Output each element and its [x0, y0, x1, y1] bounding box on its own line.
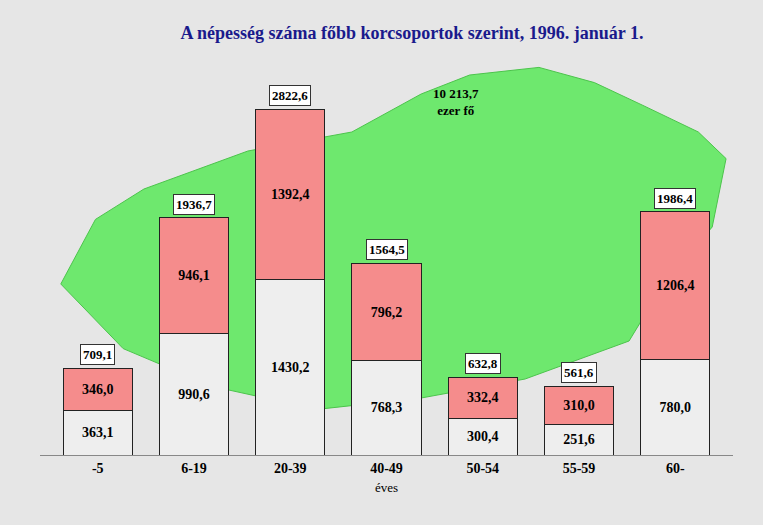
svg-text:946,1: 946,1: [178, 268, 210, 283]
svg-text:A népesség száma főbb korcsopo: A népesség száma főbb korcsoportok szeri…: [181, 23, 644, 43]
svg-text:2822,6: 2822,6: [272, 88, 308, 103]
svg-text:332,4: 332,4: [467, 390, 499, 405]
svg-text:1206,4: 1206,4: [656, 278, 695, 293]
svg-text:709,1: 709,1: [83, 347, 112, 362]
svg-text:-5: -5: [92, 461, 104, 476]
svg-text:1986,4: 1986,4: [657, 191, 693, 206]
svg-text:10 213,7ezer fő: 10 213,7ezer fő: [433, 86, 479, 118]
svg-text:60-: 60-: [666, 461, 685, 476]
svg-text:363,1: 363,1: [82, 425, 114, 440]
svg-text:251,6: 251,6: [563, 432, 595, 447]
svg-text:300,4: 300,4: [467, 429, 499, 444]
svg-text:990,6: 990,6: [178, 387, 210, 402]
svg-text:768,3: 768,3: [371, 400, 403, 415]
svg-text:796,2: 796,2: [371, 305, 403, 320]
svg-text:6-19: 6-19: [181, 461, 207, 476]
svg-text:55-59: 55-59: [563, 461, 596, 476]
svg-text:40-49: 40-49: [370, 461, 403, 476]
svg-text:éves: éves: [375, 480, 398, 495]
svg-text:1392,4: 1392,4: [271, 187, 310, 202]
svg-text:1430,2: 1430,2: [271, 360, 310, 375]
svg-text:20-39: 20-39: [274, 461, 307, 476]
svg-text:780,0: 780,0: [660, 400, 692, 415]
svg-text:1936,7: 1936,7: [176, 197, 212, 212]
svg-text:50-54: 50-54: [466, 461, 499, 476]
svg-text:346,0: 346,0: [82, 382, 114, 397]
svg-text:561,6: 561,6: [564, 365, 594, 380]
svg-text:632,8: 632,8: [468, 356, 498, 371]
svg-text:1564,5: 1564,5: [369, 242, 405, 257]
svg-text:310,0: 310,0: [563, 398, 595, 413]
